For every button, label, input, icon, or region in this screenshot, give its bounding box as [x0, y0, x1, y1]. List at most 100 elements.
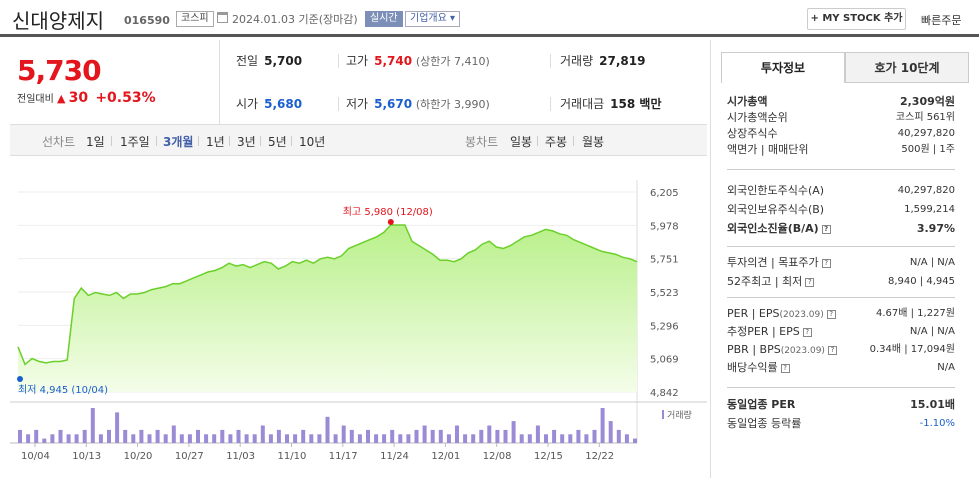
pbr-text: PBR | BPS [727, 343, 781, 356]
candle-monthly[interactable]: 월봉 [582, 135, 605, 149]
tab-hoga-10[interactable]: 호가 10단계 [845, 52, 969, 83]
period-1w[interactable]: 1주일 [120, 135, 150, 149]
volume-bar [236, 429, 241, 443]
x-tick-label: 12/15 [534, 451, 563, 462]
volume-legend: 거래량 [667, 409, 692, 421]
per-label: PER | EPS(2023.09)? [727, 306, 836, 323]
help-icon[interactable]: ? [805, 277, 815, 287]
industry-per-row: 동일업종 PER 15.01배 [727, 397, 955, 413]
volume-bar [285, 434, 289, 444]
period-3y[interactable]: 3년 [237, 135, 256, 149]
industry-rate-value: -1.10% [919, 418, 955, 429]
volume-bar [309, 434, 314, 444]
y-tick-label: 5,978 [650, 221, 679, 232]
volume-legend-icon [662, 410, 664, 419]
y-tick-label: 6,205 [650, 188, 679, 199]
price-line [17, 224, 638, 366]
foreign-hold-value: 1,599,214 [904, 204, 955, 215]
volume-bar [600, 408, 605, 443]
period-10y[interactable]: 10년 [299, 135, 326, 149]
foreign-ratio-row: 외국인소진율(B/A)? 3.97% [727, 221, 955, 237]
dividend-row: 배당수익률? N/A [727, 360, 955, 376]
industry-section: 동일업종 PER 15.01배 동일업종 등락률 -1.10% [727, 397, 955, 432]
divider [338, 54, 339, 68]
volume-bar [616, 429, 621, 443]
help-icon[interactable]: ? [780, 363, 790, 373]
shares-label: 상장주식수 [727, 127, 778, 140]
y-tick-label: 5,296 [650, 321, 679, 332]
volume-bar [511, 421, 516, 443]
volume-bar [204, 434, 209, 444]
est-per-label: 추정PER | EPS? [727, 324, 812, 340]
volume-bar [422, 425, 427, 443]
divider [338, 97, 339, 111]
volume-bar [414, 429, 419, 443]
market-cap-rank-label[interactable]: 시가총액순위 [727, 111, 788, 124]
tab-invest-info[interactable]: 투자정보 [721, 52, 845, 83]
period-5y[interactable]: 5년 [268, 135, 287, 149]
candle-chart-label: 봉차트 [465, 135, 499, 149]
divider [727, 297, 955, 298]
est-per-row: 추정PER | EPS? N/A | N/A [727, 324, 955, 340]
y-tick-label: 5,751 [650, 255, 679, 266]
volume-bar [90, 408, 95, 443]
volume-bar [503, 429, 508, 443]
x-tick-label: 12/22 [585, 451, 614, 462]
volume-bar [317, 434, 322, 444]
volume-bar [107, 429, 111, 443]
info-tabs: 투자정보 호가 10단계 [721, 52, 969, 83]
volume-bar [633, 438, 637, 443]
volume-bar [463, 434, 468, 444]
change-percent: +0.53% [95, 90, 156, 106]
quote-grid: 전일 5,700 고가 5,740 (상한가 7,410) 거래량 27,819 시가… [220, 40, 707, 124]
help-icon[interactable]: ? [827, 345, 837, 355]
prev-close: 전일 5,700 [236, 52, 302, 69]
x-tick-label: 11/03 [226, 451, 255, 462]
industry-per-value: 15.01배 [910, 398, 955, 411]
divider [727, 169, 955, 170]
high-value: 5,740 [374, 54, 413, 68]
help-icon[interactable]: ? [821, 258, 831, 268]
divider [727, 246, 955, 247]
market-cap-rank-value: 코스피 561위 [895, 112, 955, 123]
low-annotation: 최저 4,945 (10/04) [18, 384, 108, 396]
high-point-marker [387, 219, 394, 225]
period-1y[interactable]: 1년 [206, 135, 225, 149]
volume-bar [293, 434, 298, 444]
company-info-dropdown[interactable]: 기업개요 ▾ [405, 11, 460, 27]
par-label: 액면가 | 매매단위 [727, 143, 809, 156]
w52-label: 52주최고 | 최저? [727, 274, 815, 290]
period-1d[interactable]: 1일 [86, 135, 105, 149]
x-tick-label: 11/17 [329, 451, 358, 462]
help-icon[interactable]: ? [802, 327, 812, 337]
volume-bar [366, 429, 370, 443]
price-chart[interactable]: 6,205 5,978 5,751 5,523 5,296 5,069 4,842 10/0… [10, 160, 707, 470]
period-3m[interactable]: 3개월 [163, 135, 194, 149]
help-icon[interactable]: ? [821, 224, 831, 234]
candle-daily[interactable]: 일봉 [510, 135, 533, 149]
volume-bar [592, 429, 597, 443]
add-mystock-button[interactable]: + MY STOCK 추가 [807, 8, 906, 30]
volume-bar [608, 421, 613, 443]
trade-amount: 거래대금 158 백만 [560, 95, 661, 112]
divider [550, 97, 551, 111]
stock-header: 신대양제지 016590 코스피 2024.01.03 기준(장마감) 실시간 … [0, 0, 979, 37]
open-price: 시가 5,680 [236, 95, 302, 112]
open-label: 시가 [236, 97, 259, 111]
candle-weekly[interactable]: 주봉 [545, 135, 568, 149]
volume-value: 27,819 [599, 54, 646, 68]
volume: 거래량 27,819 [560, 52, 645, 69]
per-row: PER | EPS(2023.09)? 4.67배 | 1,227원 [727, 306, 955, 322]
change-label: 전일대비 [17, 94, 54, 105]
industry-per-label[interactable]: 동일업종 PER [727, 398, 796, 411]
volume-bar [446, 434, 451, 444]
high-annotation: 최고 5,980 (12/08) [343, 206, 433, 218]
quick-order-link[interactable]: 빠른주문 [921, 14, 962, 27]
realtime-button[interactable]: 실시간 [365, 11, 403, 27]
par-row: 액면가 | 매매단위 500원 | 1주 [727, 142, 955, 158]
help-icon[interactable]: ? [826, 309, 836, 319]
volume-bar [66, 434, 71, 444]
volume-bar [357, 434, 362, 444]
volume-bar [220, 429, 225, 443]
volume-bar [333, 434, 338, 444]
